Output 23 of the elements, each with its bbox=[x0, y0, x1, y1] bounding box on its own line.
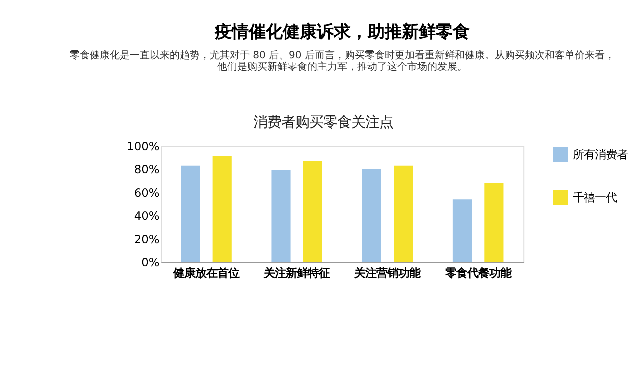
bar bbox=[212, 156, 232, 262]
bar bbox=[394, 166, 414, 262]
x-tick-label: 关注新鲜特征 bbox=[263, 266, 330, 280]
y-tick-label: 60% bbox=[134, 186, 160, 200]
x-tick-label: 零食代餐功能 bbox=[444, 266, 512, 280]
text: 消费者购买零食关注点 bbox=[253, 114, 394, 131]
bar bbox=[452, 200, 472, 262]
bar bbox=[272, 170, 291, 262]
y-tick-label: 0% bbox=[142, 256, 160, 270]
y-tick-label: 100% bbox=[127, 139, 160, 154]
bar bbox=[362, 169, 382, 262]
y-tick-label: 20% bbox=[134, 232, 160, 246]
y-tick-label: 80% bbox=[134, 162, 160, 177]
chart-subtitle: 零食健康化是一直以来的趋势，尤其对于 80 后、90 后而言，购买零食时更加看重新鲜和健康。从购买频次和客单价来看，他们是购买新鲜零食的主力军，推动了这个市场的发展。 bbox=[70, 49, 615, 74]
x-tick-label: 健康放在首位 bbox=[172, 266, 240, 280]
y-tick-label: 40% bbox=[134, 209, 160, 224]
legend-label: 千禧一代 bbox=[573, 190, 618, 204]
legend-label: 所有消费者 bbox=[573, 147, 628, 162]
chart-title: 疫情催化健康诉求，助推新鲜零食 bbox=[214, 22, 470, 42]
bar bbox=[303, 161, 323, 262]
bar bbox=[484, 183, 504, 262]
bar bbox=[181, 166, 200, 262]
x-tick-label: 关注营销功能 bbox=[354, 266, 422, 280]
